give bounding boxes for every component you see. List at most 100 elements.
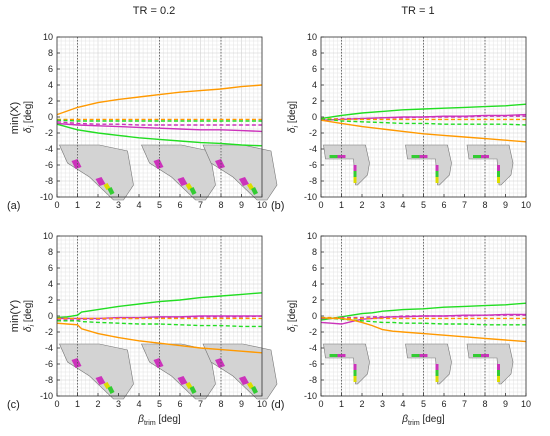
- series-line-green-dashed: [320, 316, 526, 326]
- control-surface: [497, 177, 500, 183]
- x-tick-label: 8: [482, 399, 487, 409]
- y-tick-label: -8: [309, 176, 317, 186]
- planform-sketch: [405, 343, 452, 385]
- planform-sketch: [323, 144, 370, 186]
- y-tick-label: -4: [45, 144, 53, 154]
- control-surface: [497, 370, 500, 376]
- series-line-green-dashed: [320, 117, 527, 126]
- control-surface: [239, 177, 249, 186]
- panel-c: 0 1 2 3 4 5 6 7 8 9 10 10 8 6 4 2 0 -2 -4 -6 -8 -10 δi [deg] (c…: [7, 231, 278, 427]
- series-line-orange-dashed: [321, 316, 526, 320]
- y-tick-label: -10: [40, 192, 53, 202]
- y-tick-label: 2: [312, 295, 317, 305]
- x-tick-label: 2: [95, 399, 100, 409]
- control-surface: [353, 177, 357, 183]
- control-surface: [71, 358, 82, 368]
- x-tick-label: 8: [482, 200, 487, 210]
- planform-sketch: [202, 144, 278, 201]
- x-tick-label: 0: [54, 399, 59, 409]
- panel-b: 0 1 2 3 4 5 6 7 8 9 10 10 8 6 4 2 0 -2 -4 -6 -8 -10 δi [deg] (b…: [271, 32, 531, 212]
- control-surface: [435, 370, 439, 376]
- control-surface: [353, 376, 357, 382]
- planform-sketch: [323, 343, 370, 385]
- y-tick-label: -6: [309, 160, 317, 170]
- y-tick-label: -10: [304, 391, 317, 401]
- x-tick-label: 1: [75, 200, 80, 210]
- x-tick-label: 6: [441, 200, 446, 210]
- x-tick-label: 0: [318, 200, 323, 210]
- panel-label: (d): [271, 399, 284, 411]
- control-surface: [435, 364, 439, 370]
- x-tick-label: 7: [198, 200, 203, 210]
- control-surface: [95, 376, 106, 385]
- y-axis-label: δi [deg]: [287, 101, 300, 133]
- x-tick-label: 5: [421, 399, 426, 409]
- control-surface: [247, 382, 254, 389]
- control-surface: [435, 376, 439, 382]
- control-surface: [411, 354, 420, 357]
- row-label-bottom: min(Y): [9, 300, 21, 332]
- control-surface: [329, 155, 338, 158]
- control-surface: [497, 171, 500, 177]
- planform-sketch: [141, 144, 216, 201]
- series-line-green-dashed: [57, 320, 262, 328]
- y-axis-label: δi [deg]: [23, 101, 36, 133]
- series-line-green-solid: [56, 292, 263, 319]
- control-surface: [247, 183, 254, 190]
- control-surface: [107, 386, 115, 394]
- control-surface: [185, 183, 193, 190]
- control-surface: [435, 165, 439, 171]
- y-tick-label: -2: [45, 327, 53, 337]
- series-line-green-dashed: [56, 119, 262, 122]
- x-tick-label: 3: [116, 200, 121, 210]
- x-tick-label: 7: [198, 399, 203, 409]
- control-surface: [103, 183, 111, 190]
- y-tick-label: 4: [312, 80, 317, 90]
- x-tick-label: 6: [177, 200, 182, 210]
- control-surface: [329, 354, 338, 357]
- y-tick-label: -2: [45, 128, 53, 138]
- control-surface: [411, 155, 420, 158]
- y-tick-label: -4: [45, 343, 53, 353]
- control-surface: [353, 165, 357, 171]
- planform-shape: [59, 343, 134, 400]
- x-tick-label: 4: [400, 399, 405, 409]
- x-tick-label: 10: [257, 200, 267, 210]
- series-line-magenta-solid: [56, 122, 263, 133]
- x-axis-label: βtrim [deg]: [137, 414, 181, 427]
- series-line-magenta-dashed: [321, 314, 526, 320]
- x-tick-label: 9: [239, 200, 244, 210]
- control-surface: [481, 354, 489, 357]
- planform-shape: [59, 144, 134, 201]
- control-surface: [353, 171, 357, 177]
- y-tick-label: -2: [309, 128, 317, 138]
- control-surface: [497, 364, 500, 370]
- planform-sketch: [466, 144, 514, 186]
- x-tick-label: 1: [75, 399, 80, 409]
- y-tick-label: 8: [312, 247, 317, 257]
- series-line-orange-solid: [56, 84, 263, 116]
- control-surface: [419, 354, 428, 357]
- planform-shape: [141, 343, 216, 400]
- series-line-magenta-dashed: [56, 121, 262, 126]
- panel-label: (a): [7, 200, 20, 212]
- series-line-green-solid: [320, 302, 527, 321]
- y-tick-label: 6: [48, 263, 53, 273]
- y-tick-label: 6: [312, 263, 317, 273]
- planform-sketch: [141, 343, 216, 400]
- control-surface: [337, 155, 346, 158]
- control-surface: [435, 177, 439, 183]
- y-tick-label: -10: [304, 192, 317, 202]
- series-line-orange-solid: [320, 316, 527, 343]
- x-tick-label: 0: [318, 399, 323, 409]
- control-surface: [177, 177, 188, 186]
- y-tick-label: -2: [309, 327, 317, 337]
- y-tick-label: 8: [312, 48, 317, 58]
- x-tick-label: 2: [95, 200, 100, 210]
- planform-sketch: [405, 144, 452, 186]
- x-tick-label: 4: [400, 200, 405, 210]
- y-tick-label: 4: [312, 279, 317, 289]
- control-surface: [153, 358, 164, 368]
- x-tick-label: 8: [218, 399, 223, 409]
- planform-shape: [141, 144, 216, 201]
